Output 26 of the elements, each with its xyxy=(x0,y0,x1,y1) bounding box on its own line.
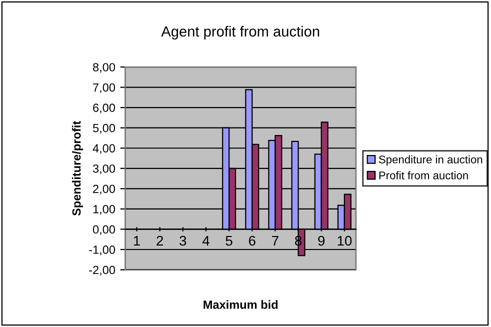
y-tick-label: -2,00 xyxy=(89,266,116,276)
x-tick-label: 6 xyxy=(248,236,256,246)
y-tick-label: 5,00 xyxy=(92,124,116,134)
y-tick-label: 7,00 xyxy=(93,83,116,94)
x-tick-label: 5 xyxy=(226,236,232,246)
x-tick-label: 1 xyxy=(134,236,140,246)
y-tick-label: 0,00 xyxy=(92,225,116,236)
x-tick-label: 9 xyxy=(318,236,325,246)
y-tick-label: 4,00 xyxy=(92,144,116,154)
x-tick-label: 10 xyxy=(338,236,352,246)
x-tick-label: 7 xyxy=(272,236,278,246)
y-axis-title: Spenditure/profit xyxy=(72,121,84,216)
y-tick-label: -1,00 xyxy=(89,246,116,256)
x-tick-label: 3 xyxy=(180,236,186,246)
chart-title: Agent profit from auction xyxy=(161,26,320,40)
y-tick-label: 2,00 xyxy=(93,184,116,194)
legend-label: Profit from auction xyxy=(379,171,468,180)
y-tick-label: 3,00 xyxy=(92,164,116,174)
y-tick-label: 1,00 xyxy=(93,204,116,215)
x-tick-label: 2 xyxy=(156,236,163,246)
x-tick-label: 8 xyxy=(295,236,302,246)
legend-label: Spenditure in auction xyxy=(378,155,482,166)
y-tick-label: 8,00 xyxy=(93,63,116,73)
y-tick-label: 6,00 xyxy=(93,104,116,114)
x-tick-label: 4 xyxy=(202,236,210,246)
x-axis-title: Maximum bid xyxy=(204,300,278,309)
